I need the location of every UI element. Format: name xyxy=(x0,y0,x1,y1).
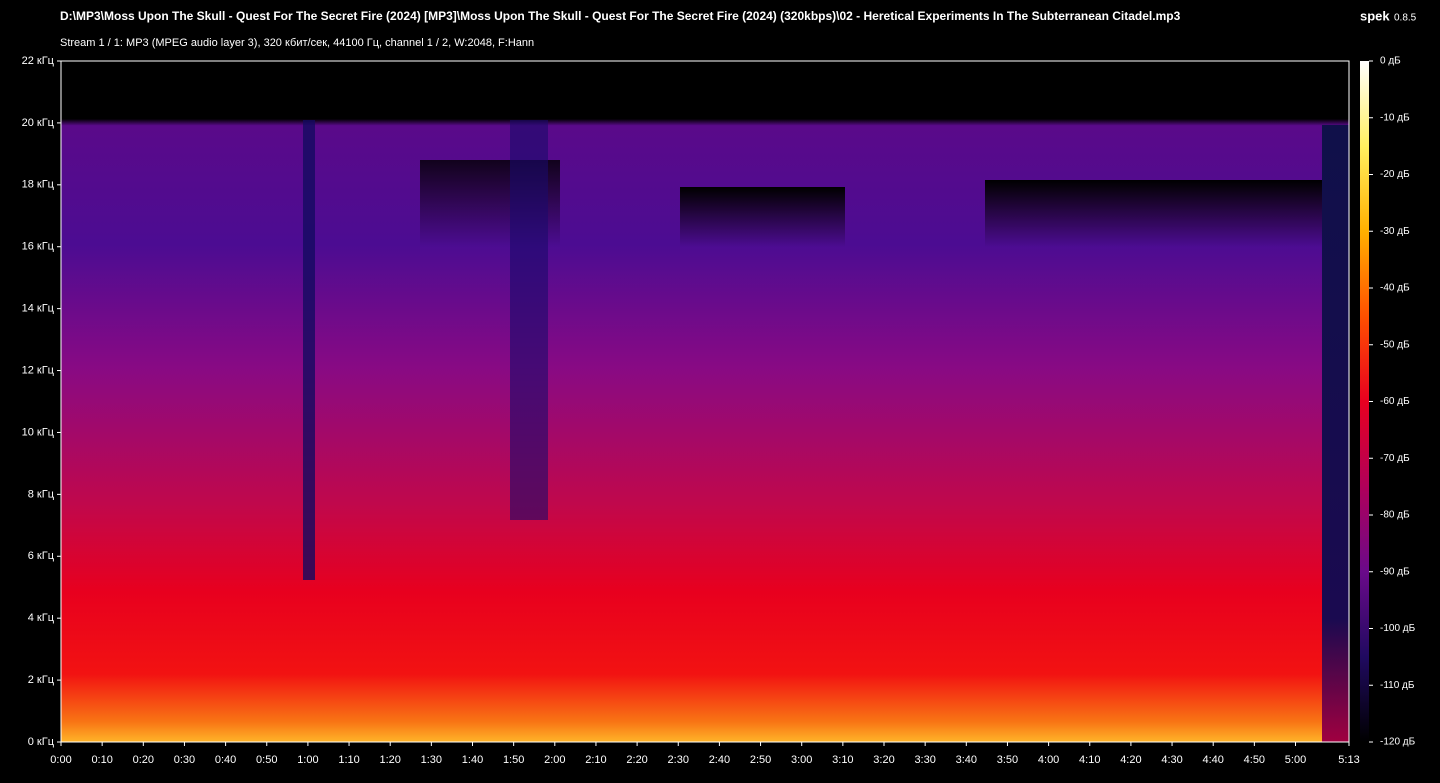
x-tick-label: 2:10 xyxy=(585,754,606,766)
colorbar-tick-label: -70 дБ xyxy=(1380,453,1410,464)
colorbar-tick-label: -60 дБ xyxy=(1380,396,1410,407)
x-tick-label: 3:10 xyxy=(832,754,853,766)
y-tick-label: 14 кГц xyxy=(22,303,55,315)
y-tick-label: 4 кГц xyxy=(28,612,55,624)
x-tick-label: 0:50 xyxy=(256,754,277,766)
colorbar-tick-label: -10 дБ xyxy=(1380,112,1410,123)
x-tick-label: 4:40 xyxy=(1202,754,1223,766)
x-tick-label: 0:20 xyxy=(133,754,154,766)
x-tick-label: 3:20 xyxy=(873,754,894,766)
y-tick-label: 20 кГц xyxy=(22,117,55,129)
x-tick-label: 0:10 xyxy=(91,754,112,766)
x-tick-label: 2:30 xyxy=(668,754,689,766)
x-tick-label: 2:20 xyxy=(626,754,647,766)
colorbar-tick-label: -50 дБ xyxy=(1380,339,1410,350)
colorbar-tick-label: -90 дБ xyxy=(1380,566,1410,577)
x-tick-label: 3:30 xyxy=(914,754,935,766)
x-tick-label: 3:50 xyxy=(997,754,1018,766)
y-tick-label: 18 кГц xyxy=(22,179,55,191)
spectrogram-image xyxy=(61,61,1349,742)
colorbar-tick-label: -40 дБ xyxy=(1380,283,1410,294)
y-tick-label: 10 кГц xyxy=(22,426,55,438)
quiet-band xyxy=(303,120,315,580)
x-tick-label: 1:00 xyxy=(297,754,318,766)
x-tick-label: 2:40 xyxy=(709,754,730,766)
colorbar-tick-label: -30 дБ xyxy=(1380,226,1410,237)
y-tick-label: 22 кГц xyxy=(22,55,55,67)
quiet-band xyxy=(510,120,548,520)
x-tick-label: 1:10 xyxy=(338,754,359,766)
app-version: 0.8.5 xyxy=(1394,13,1417,24)
y-tick-label: 12 кГц xyxy=(22,364,55,376)
x-tick-label: 4:30 xyxy=(1161,754,1182,766)
stream-info: Stream 1 / 1: MP3 (MPEG audio layer 3), … xyxy=(60,37,534,49)
cutoff-shade xyxy=(985,180,1325,247)
plot-frame xyxy=(60,60,1350,743)
colorbar-tick-label: 0 дБ xyxy=(1380,56,1401,67)
x-tick-label: 3:40 xyxy=(956,754,977,766)
colorbar-tick-label: -100 дБ xyxy=(1380,623,1416,634)
x-tick-label: 4:00 xyxy=(1038,754,1059,766)
x-tick-label: 1:30 xyxy=(421,754,442,766)
app-name: spek xyxy=(1360,8,1390,23)
colorbar-tick-label: -110 дБ xyxy=(1380,680,1415,691)
y-tick-label: 8 кГц xyxy=(28,488,55,500)
cutoff-shade xyxy=(680,187,845,247)
spectrogram xyxy=(60,60,1350,743)
x-tick-label: 0:00 xyxy=(50,754,71,766)
y-tick-label: 16 кГц xyxy=(22,241,55,253)
y-tick-label: 6 кГц xyxy=(28,550,55,562)
x-tick-label: 1:50 xyxy=(503,754,524,766)
x-tick-label: 4:10 xyxy=(1079,754,1100,766)
x-tick-label: 5:13 xyxy=(1338,754,1359,766)
fade-out xyxy=(1322,125,1349,742)
y-tick-label: 0 кГц xyxy=(28,736,55,748)
x-tick-label: 2:50 xyxy=(750,754,771,766)
x-tick-label: 0:40 xyxy=(215,754,236,766)
x-tick-label: 1:20 xyxy=(379,754,400,766)
colorbar xyxy=(1360,61,1369,742)
colorbar-tick-label: -20 дБ xyxy=(1380,169,1410,180)
x-tick-label: 0:30 xyxy=(174,754,195,766)
x-tick-label: 3:00 xyxy=(791,754,812,766)
x-tick-label: 2:00 xyxy=(544,754,565,766)
colorbar-tick-label: -120 дБ xyxy=(1380,737,1416,748)
x-tick-label: 4:20 xyxy=(1120,754,1141,766)
y-tick-label: 2 кГц xyxy=(28,674,55,686)
x-tick-label: 5:00 xyxy=(1285,754,1306,766)
x-tick-label: 1:40 xyxy=(462,754,483,766)
file-title: D:\MP3\Moss Upon The Skull - Quest For T… xyxy=(60,9,1181,23)
x-tick-label: 4:50 xyxy=(1244,754,1265,766)
colorbar-tick-label: -80 дБ xyxy=(1380,510,1410,521)
